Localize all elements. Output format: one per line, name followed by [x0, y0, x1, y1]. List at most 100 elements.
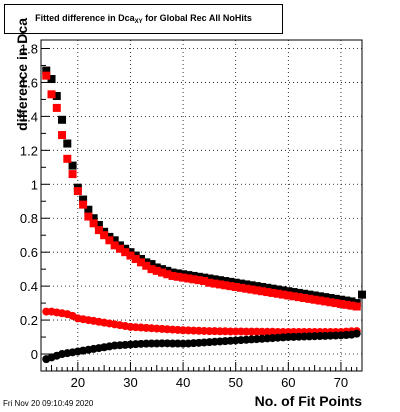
data-point-series-1	[336, 295, 345, 304]
data-point-series-2	[268, 288, 277, 297]
data-point-series-2	[247, 285, 256, 294]
data-point-series-1	[305, 290, 314, 299]
data-point-series-2	[89, 219, 98, 228]
data-point-series-2	[321, 297, 330, 306]
data-point-series-2	[142, 261, 151, 270]
data-point-series-1	[89, 214, 98, 223]
data-point-series-2	[73, 187, 82, 196]
data-point-series-2	[63, 154, 72, 163]
data-point-series-1	[84, 205, 93, 214]
data-point-series-1	[79, 195, 88, 204]
data-point-series-2	[163, 270, 172, 279]
data-point-series-2	[336, 299, 345, 308]
y-tick-label: 1.2	[20, 143, 38, 158]
x-tick-label: 60	[281, 375, 295, 390]
data-point-series-2	[289, 292, 298, 301]
data-point-series-2	[100, 231, 109, 240]
data-point-series-1	[252, 282, 261, 291]
data-point-series-2	[300, 294, 309, 303]
data-point-series-1	[268, 284, 277, 293]
data-point-series-2	[58, 131, 67, 140]
data-point-series-2	[158, 268, 167, 277]
data-point-series-1	[300, 289, 309, 298]
data-point-series-1	[47, 75, 56, 84]
data-point-series-2	[105, 236, 114, 245]
data-point-series-1	[284, 287, 293, 296]
data-point-series-1	[63, 139, 72, 148]
data-point-series-2	[231, 282, 240, 291]
data-point-series-1	[321, 293, 330, 302]
x-tick-label: 40	[176, 375, 190, 390]
data-point-series-2	[273, 289, 282, 298]
chart-title: Fitted difference in DcaXY for Global Re…	[5, 13, 282, 25]
data-point-series-2	[279, 290, 288, 299]
x-tick-label: 20	[71, 375, 85, 390]
data-point-series-2	[84, 212, 93, 221]
data-point-series-2	[179, 273, 188, 282]
data-point-series-2	[258, 287, 267, 296]
data-point-series-1	[110, 236, 119, 245]
data-point-series-2	[110, 241, 119, 250]
data-point-series-2	[42, 71, 51, 80]
data-point-series-1	[52, 92, 61, 101]
y-tick-label: 1.6	[20, 75, 38, 90]
data-point-series-2	[136, 258, 145, 267]
data-point-series-2	[47, 90, 56, 99]
data-point-series-1	[315, 292, 324, 301]
chart-title-main: Fitted difference in Dca	[35, 13, 135, 23]
data-point-series-1	[226, 277, 235, 286]
data-point-series-1	[347, 297, 356, 306]
data-point-series-1	[68, 161, 77, 170]
data-point-series-2	[200, 277, 209, 286]
data-point-series-2	[252, 286, 261, 295]
data-point-series-1	[236, 279, 245, 288]
data-point-series-4	[352, 329, 361, 338]
y-tick-label: 1.4	[20, 109, 38, 124]
data-point-series-2	[152, 266, 161, 275]
data-point-series-2	[210, 279, 219, 288]
y-tick-label: 0.8	[20, 211, 38, 226]
data-point-series-1	[273, 285, 282, 294]
data-point-series-2	[194, 276, 203, 285]
data-point-series-2	[347, 301, 356, 310]
timestamp: Fri Nov 20 09:10:49 2020	[3, 399, 94, 408]
data-point-series-1	[331, 294, 340, 303]
data-point-series-2	[236, 283, 245, 292]
data-point-series-2	[168, 271, 177, 280]
data-point-series-2	[315, 296, 324, 305]
x-tick-label: 70	[334, 375, 348, 390]
data-point-series-2	[294, 293, 303, 302]
data-point-series-1	[221, 277, 230, 286]
data-point-series-1	[58, 115, 67, 124]
data-point-series-2	[221, 281, 230, 290]
data-point-series-2	[121, 248, 130, 257]
chart-title-tail: for Global Rec All NoHits	[142, 13, 252, 23]
data-point-series-2	[68, 170, 77, 179]
data-point-series-1	[210, 275, 219, 284]
chart-title-box: Fitted difference in DcaXY for Global Re…	[4, 4, 283, 34]
data-point-series-2	[131, 254, 140, 263]
data-point-series-2	[242, 284, 251, 293]
data-point-series-1	[258, 282, 267, 291]
data-point-series-2	[147, 265, 156, 274]
data-point-series-2	[342, 300, 351, 309]
data-point-series-2	[94, 226, 103, 235]
data-point-series-1	[242, 280, 251, 289]
data-point-series-2	[226, 282, 235, 291]
plot-frame	[40, 39, 363, 372]
data-point-series-1	[263, 283, 272, 292]
data-point-series-2	[326, 298, 335, 307]
data-point-series-1	[205, 274, 214, 283]
data-point-series-1	[342, 296, 351, 305]
y-tick-label: 1	[31, 177, 38, 192]
x-tick-label: 50	[228, 375, 242, 390]
data-point-series-1	[42, 66, 51, 75]
y-tick-label: 0.2	[20, 313, 38, 328]
data-point-series-2	[205, 278, 214, 287]
data-point-series-2	[215, 280, 224, 289]
data-point-series-2	[310, 295, 319, 304]
x-axis-label: No. of Fit Points	[254, 393, 362, 409]
data-point-series-2	[263, 288, 272, 297]
data-point-series-1	[231, 278, 240, 287]
